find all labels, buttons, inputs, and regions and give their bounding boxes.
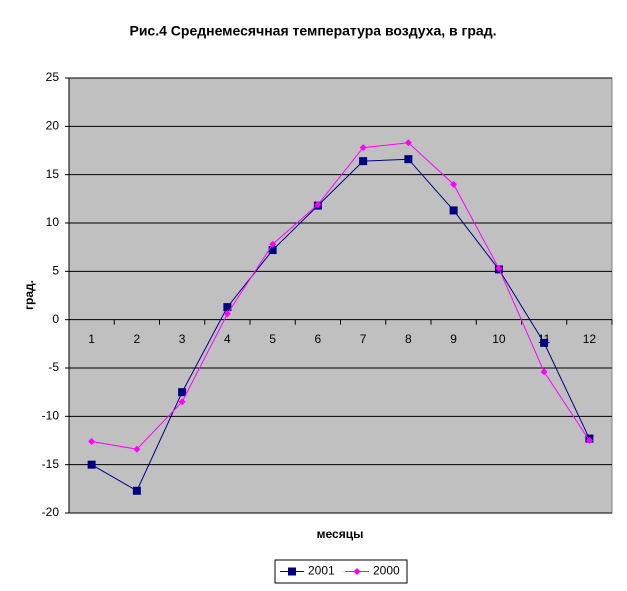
marker (223, 303, 232, 312)
y-tick-label: -20 (42, 505, 60, 519)
marker (495, 264, 503, 272)
marker (133, 445, 141, 453)
x-tick-label: 12 (583, 332, 597, 346)
marker (87, 460, 96, 469)
marker (178, 398, 186, 406)
x-tick-label: 4 (224, 332, 231, 346)
marker (314, 201, 322, 209)
x-tick-label: 5 (269, 332, 276, 346)
x-tick-label: 3 (179, 332, 186, 346)
marker (178, 388, 187, 397)
y-tick-label: -15 (42, 457, 60, 471)
marker (359, 157, 368, 166)
y-tick-label: -5 (48, 360, 59, 374)
marker (450, 180, 458, 188)
marker (223, 310, 231, 318)
legend-label: 2000 (373, 564, 400, 578)
chart-title: Рис.4 Среднемесячная температура воздуха… (129, 23, 496, 39)
x-tick-label: 7 (360, 332, 367, 346)
y-axis-title: град. (22, 280, 36, 310)
x-tick-label: 2 (134, 332, 141, 346)
marker (353, 568, 361, 575)
marker (540, 368, 548, 376)
marker (359, 144, 367, 152)
marker (449, 206, 458, 215)
marker (404, 155, 413, 164)
y-tick-label: 15 (46, 167, 60, 181)
y-tick-label: -10 (42, 409, 60, 423)
x-tick-label: 9 (450, 332, 457, 346)
x-tick-label: 6 (315, 332, 322, 346)
y-tick-label: 5 (52, 264, 59, 278)
marker (269, 240, 277, 248)
legend-label: 2001 (308, 564, 335, 578)
marker (288, 567, 296, 576)
x-axis-title: месяцы (317, 527, 364, 541)
marker (88, 437, 96, 445)
marker (132, 486, 141, 495)
marker (540, 338, 549, 347)
y-tick-label: 10 (46, 215, 60, 229)
y-tick-label: 20 (46, 119, 60, 133)
y-tick-label: 0 (52, 312, 59, 326)
plot-area (68, 77, 613, 514)
y-tick-label: 25 (46, 70, 60, 84)
marker (404, 139, 412, 147)
series-line (91, 142, 590, 450)
x-tick-label: 1 (88, 332, 95, 346)
x-tick-label: 8 (405, 332, 412, 346)
x-tick-label: 10 (492, 332, 506, 346)
legend (274, 559, 408, 584)
series-line (91, 158, 590, 492)
marker (268, 246, 277, 255)
marker (585, 437, 593, 444)
